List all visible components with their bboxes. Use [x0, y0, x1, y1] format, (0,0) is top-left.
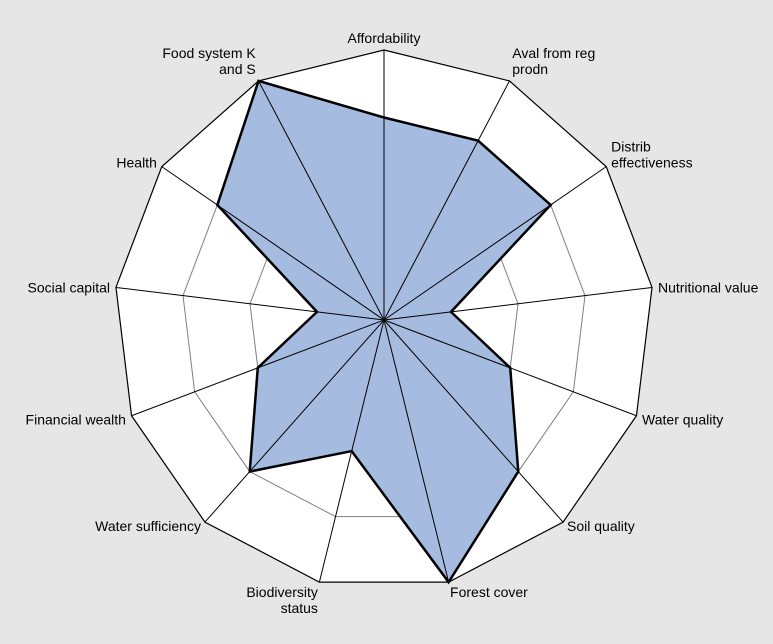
- spoke-financial-wealth: [131, 319, 385, 417]
- axis-label-biodiversity-status: Biodiversity status: [246, 584, 318, 616]
- axis-label-aval-from-reg-prodn: Aval from reg prodn: [512, 45, 595, 77]
- axis-label-affordability: Affordability: [348, 30, 421, 46]
- axis-label-line: Food system K: [162, 45, 256, 61]
- axis-label-water-quality: Water quality: [642, 412, 723, 428]
- axis-label-financial-wealth: Financial wealth: [26, 412, 126, 428]
- series-polygon-0: [215, 79, 553, 585]
- spoke-soil-quality: [383, 319, 564, 523]
- axis-label-layer: Affordability Aval from reg prodn Distrib ef…: [26, 30, 759, 616]
- axis-label-line: Affordability: [348, 30, 421, 46]
- axis-label-line: prodn: [512, 61, 548, 77]
- axis-label-line: Financial wealth: [26, 412, 126, 428]
- spoke-water-quality: [383, 319, 637, 417]
- axis-label-social-capital: Social capital: [28, 279, 111, 295]
- spoke-layer: [115, 50, 653, 583]
- axis-label-line: Water sufficiency: [95, 518, 201, 534]
- axis-label-line: Nutritional value: [658, 279, 759, 295]
- spoke-social-capital: [115, 286, 385, 321]
- axis-label-line: Water quality: [642, 412, 723, 428]
- axis-label-water-sufficiency: Water sufficiency: [95, 518, 201, 534]
- axis-label-health: Health: [116, 155, 156, 171]
- axis-label-line: and S: [219, 61, 256, 77]
- axis-label-line: Distrib: [611, 139, 651, 155]
- spoke-nutritional-value: [383, 286, 653, 321]
- axis-label-line: Health: [116, 155, 156, 171]
- axis-label-line: Forest cover: [450, 584, 528, 600]
- axis-label-line: effectiveness: [611, 155, 692, 171]
- spoke-forest-cover: [383, 319, 450, 583]
- axis-label-line: Social capital: [28, 279, 111, 295]
- spoke-food-system-k-and-s: [258, 80, 385, 321]
- axis-label-line: Soil quality: [567, 518, 635, 534]
- spoke-health: [161, 166, 385, 321]
- spoke-biodiversity-status: [318, 319, 385, 583]
- grid-ring-75: [182, 116, 586, 518]
- spoke-water-sufficiency: [204, 319, 385, 523]
- axis-label-line: Aval from reg: [512, 45, 595, 61]
- axis-label-nutritional-value: Nutritional value: [658, 279, 759, 295]
- axis-label-soil-quality: Soil quality: [567, 518, 635, 534]
- spoke-distrib-effectiveness: [383, 166, 607, 321]
- axis-label-distrib-effectiveness: Distrib effectiveness: [611, 139, 692, 171]
- axis-label-line: status: [281, 600, 318, 616]
- axis-label-forest-cover: Forest cover: [450, 584, 528, 600]
- spoke-aval-from-reg-prodn: [383, 80, 510, 321]
- axis-label-line: Biodiversity: [246, 584, 318, 600]
